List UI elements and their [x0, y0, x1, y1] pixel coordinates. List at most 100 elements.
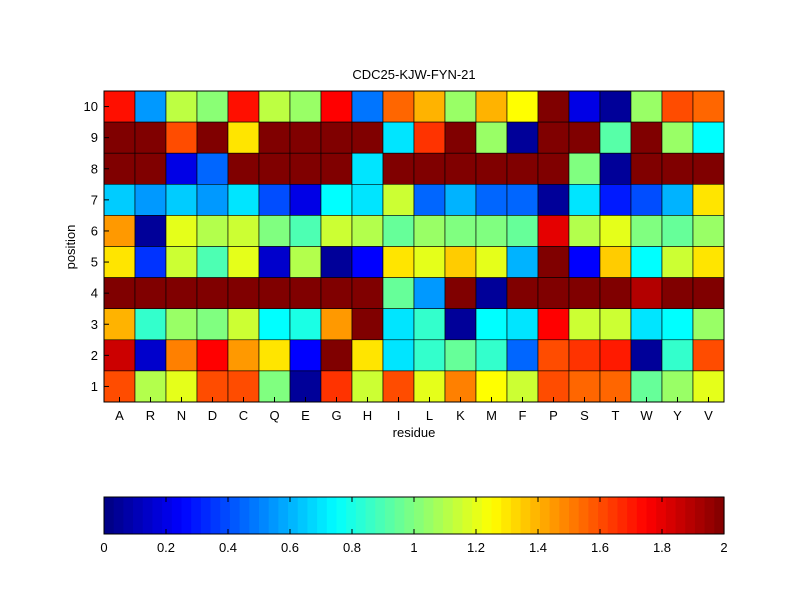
colorbar-tick-label: 0 [100, 540, 107, 555]
y-tick-labels: 10 9 8 7 6 5 4 3 2 1 [84, 99, 109, 394]
heatmap-cell [599, 121, 632, 154]
heatmap-cell [692, 370, 725, 403]
heatmap-cell [289, 90, 322, 123]
colorbar-swatch [569, 497, 580, 534]
x-tick-label: K [456, 408, 465, 423]
colorbar-tick-label: 0.2 [157, 540, 175, 555]
colorbar-swatch [162, 497, 173, 534]
colorbar-swatch [510, 497, 522, 534]
heatmap-cell [506, 277, 539, 310]
colorbar-swatch [665, 497, 677, 534]
heatmap-cell [320, 215, 353, 247]
heatmap-cell [382, 339, 415, 372]
heatmap-cell [692, 184, 725, 216]
heatmap-cell [227, 121, 260, 154]
heatmap-cell [351, 121, 384, 154]
heatmap-cell [475, 308, 508, 341]
heatmap-cell [630, 90, 663, 123]
heatmap-cell [134, 277, 167, 310]
heatmap-cell [475, 121, 508, 154]
colorbar-swatch [297, 497, 309, 534]
heatmap-cell [382, 90, 415, 123]
heatmap-cell [506, 215, 539, 247]
chart-title: CDC25-KJW-FYN-21 [352, 67, 475, 82]
colorbar-swatch [617, 497, 628, 534]
x-tick-label: Y [673, 408, 682, 423]
heatmap-cell [165, 308, 198, 341]
heatmap-cell [568, 339, 601, 372]
heatmap-cell [692, 246, 725, 278]
heatmap-cell [134, 121, 167, 154]
heatmap-cell [351, 152, 384, 185]
colorbar-tick-label: 1.8 [653, 540, 671, 555]
heatmap-cell [661, 246, 694, 278]
colorbar-swatch [278, 497, 289, 534]
y-tick-label: 7 [91, 192, 98, 207]
y-tick-label: 6 [91, 223, 98, 238]
heatmap-cell [537, 121, 570, 154]
colorbar-tick-label: 1.4 [529, 540, 547, 555]
heatmap-cell [661, 339, 694, 372]
heatmap-cell [413, 90, 446, 123]
colorbar-swatch [133, 497, 144, 534]
heatmap-cell [599, 277, 632, 310]
heatmap-cell [413, 339, 446, 372]
y-tick-label: 8 [91, 161, 98, 176]
heatmap-cell [320, 90, 353, 123]
heatmap-cell [413, 370, 446, 403]
colorbar-swatch [142, 497, 154, 534]
x-tick-label: A [115, 408, 124, 423]
x-tick-label: D [208, 408, 217, 423]
heatmap-cell [227, 184, 260, 216]
heatmap-cell [630, 215, 663, 247]
heatmap-cell [599, 246, 632, 278]
x-tick-label: W [640, 408, 653, 423]
heatmap-cell [537, 90, 570, 123]
colorbar-swatch [249, 497, 260, 534]
heatmap-cell [475, 246, 508, 278]
x-tick-label: F [519, 408, 527, 423]
heatmap-cell [165, 152, 198, 185]
colorbar-swatch [384, 497, 396, 534]
heatmap-cell [630, 339, 663, 372]
x-tick-label: G [331, 408, 341, 423]
heatmap-cell [661, 370, 694, 403]
colorbar-swatch [627, 497, 638, 534]
heatmap-cell [661, 90, 694, 123]
y-tick-label: 3 [91, 317, 98, 332]
heatmap-cell [537, 215, 570, 247]
colorbar-swatch [394, 497, 405, 534]
heatmap-cell [351, 277, 384, 310]
colorbar-swatch [714, 497, 725, 534]
heatmap-cell [475, 370, 508, 403]
heatmap-cell [692, 308, 725, 341]
heatmap-cell [382, 152, 415, 185]
heatmap-cell [196, 246, 229, 278]
y-tick-label: 2 [91, 348, 98, 363]
heatmap-cell [599, 308, 632, 341]
colorbar-swatch [607, 497, 619, 534]
heatmap-cell [196, 339, 229, 372]
colorbar-tick-labels: 0 0.2 0.4 0.6 0.8 1 1.2 1.4 1.6 1.8 2 [100, 497, 728, 555]
heatmap-cell [413, 215, 446, 247]
heatmap-cell [444, 90, 477, 123]
heatmap-cell [320, 277, 353, 310]
heatmap-cell [630, 152, 663, 185]
heatmap-cell [103, 121, 136, 154]
colorbar-swatch [694, 497, 706, 534]
colorbar-swatch [704, 497, 715, 534]
colorbar-swatch [113, 497, 124, 534]
heatmap-cell [351, 246, 384, 278]
heatmap-cell [382, 308, 415, 341]
heatmap-cell [382, 215, 415, 247]
heatmap-cell [351, 308, 384, 341]
heatmap-cell [568, 277, 601, 310]
heatmap-cell [134, 308, 167, 341]
heatmap-cell [444, 184, 477, 216]
colorbar [104, 497, 725, 534]
heatmap-cell [134, 339, 167, 372]
heatmap-cell [289, 121, 322, 154]
heatmap-cell [165, 277, 198, 310]
y-axis-label: position [63, 225, 78, 270]
